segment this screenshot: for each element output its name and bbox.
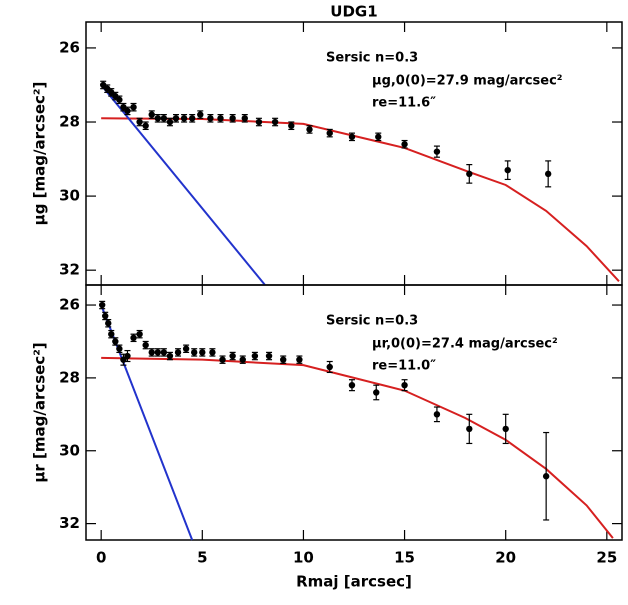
data-point	[466, 425, 473, 433]
data-point	[120, 103, 127, 111]
annotation: re=11.0″	[372, 359, 436, 374]
data-point	[160, 349, 168, 356]
data-point	[116, 345, 123, 352]
data-point	[542, 473, 550, 480]
data-point	[229, 352, 236, 360]
data-point	[326, 363, 333, 371]
y-axis-label: μr [mag/arcsec²]	[31, 342, 49, 482]
data-point	[136, 330, 143, 338]
x-tick-label: 25	[596, 549, 617, 567]
data-point	[373, 389, 380, 396]
data-point	[182, 345, 190, 352]
data-point	[124, 107, 131, 115]
y-tick-label: 28	[59, 368, 80, 386]
x-axis-label: Rmaj [arcsec]	[296, 573, 412, 591]
data-point	[112, 92, 119, 100]
data-point	[154, 349, 162, 356]
data-point	[504, 166, 511, 174]
data-point	[108, 89, 115, 96]
data-point	[296, 356, 303, 363]
data-point	[401, 381, 408, 389]
data-point	[102, 312, 109, 320]
y-tick-label: 26	[59, 38, 80, 56]
data-point	[271, 118, 279, 126]
data-point	[207, 115, 214, 122]
model-line	[101, 117, 620, 282]
data-point	[199, 349, 206, 356]
data-point	[188, 115, 196, 122]
data-point	[142, 341, 149, 349]
data-point	[239, 356, 246, 363]
data-point	[166, 118, 174, 126]
x-tick-label: 5	[197, 549, 207, 567]
model-line	[100, 84, 266, 286]
data-point	[209, 349, 216, 356]
y-tick-label: 32	[59, 261, 80, 279]
plot-frame	[85, 284, 623, 541]
data-point	[265, 352, 273, 360]
data-point	[217, 115, 224, 122]
data-point	[229, 115, 236, 122]
annotation: Sersic n=0.3	[326, 51, 418, 66]
x-tick-label: 10	[293, 549, 314, 567]
data-point	[166, 352, 174, 360]
data-point	[116, 96, 123, 103]
data-point	[288, 122, 295, 129]
data-point	[148, 349, 155, 356]
data-point	[401, 141, 408, 148]
data-point	[375, 133, 382, 141]
data-point	[108, 330, 115, 338]
data-point	[180, 115, 188, 122]
data-point	[306, 126, 313, 133]
data-point	[130, 103, 137, 111]
data-point	[112, 338, 119, 345]
annotation: μr,0(0)=27.4 mag/arcsec²	[372, 337, 558, 352]
annotation: μg,0(0)=27.9 mag/arcsec²	[372, 74, 563, 89]
x-tick-label: 15	[394, 549, 415, 567]
data-point	[160, 115, 168, 122]
data-point	[348, 133, 356, 141]
data-point	[174, 349, 182, 356]
data-point	[142, 122, 149, 129]
data-point	[99, 81, 107, 89]
x-tick-label: 20	[495, 549, 516, 567]
data-point	[148, 111, 155, 118]
annotation: re=11.6″	[372, 96, 436, 111]
data-point	[326, 129, 333, 137]
data-point	[433, 148, 441, 155]
data-point	[544, 170, 552, 178]
data-point	[219, 356, 226, 363]
data-point	[130, 334, 137, 342]
y-tick-label: 26	[59, 296, 80, 314]
data-point	[98, 301, 106, 309]
data-point	[172, 115, 180, 122]
data-point	[433, 411, 441, 418]
data-point	[124, 352, 131, 360]
data-point	[255, 118, 263, 126]
y-tick-label: 30	[59, 187, 80, 205]
data-point	[280, 356, 287, 363]
data-point	[191, 349, 198, 356]
x-tick-label: 0	[96, 549, 106, 567]
y-tick-label: 28	[59, 113, 80, 131]
y-axis-label: μg [mag/arcsec²]	[31, 82, 49, 226]
data-point	[136, 118, 143, 126]
data-point	[197, 111, 204, 118]
annotation: Sersic n=0.3	[326, 314, 418, 329]
y-tick-label: 32	[59, 514, 80, 532]
data-point	[104, 85, 111, 92]
data-point	[251, 352, 259, 360]
data-point	[502, 425, 509, 433]
data-point	[466, 170, 473, 178]
data-point	[241, 115, 248, 122]
data-point	[105, 320, 112, 327]
data-point	[348, 381, 356, 389]
y-tick-label: 30	[59, 441, 80, 459]
chart-title: UDG1	[330, 3, 377, 21]
data-point	[154, 115, 162, 122]
model-line	[101, 356, 614, 539]
